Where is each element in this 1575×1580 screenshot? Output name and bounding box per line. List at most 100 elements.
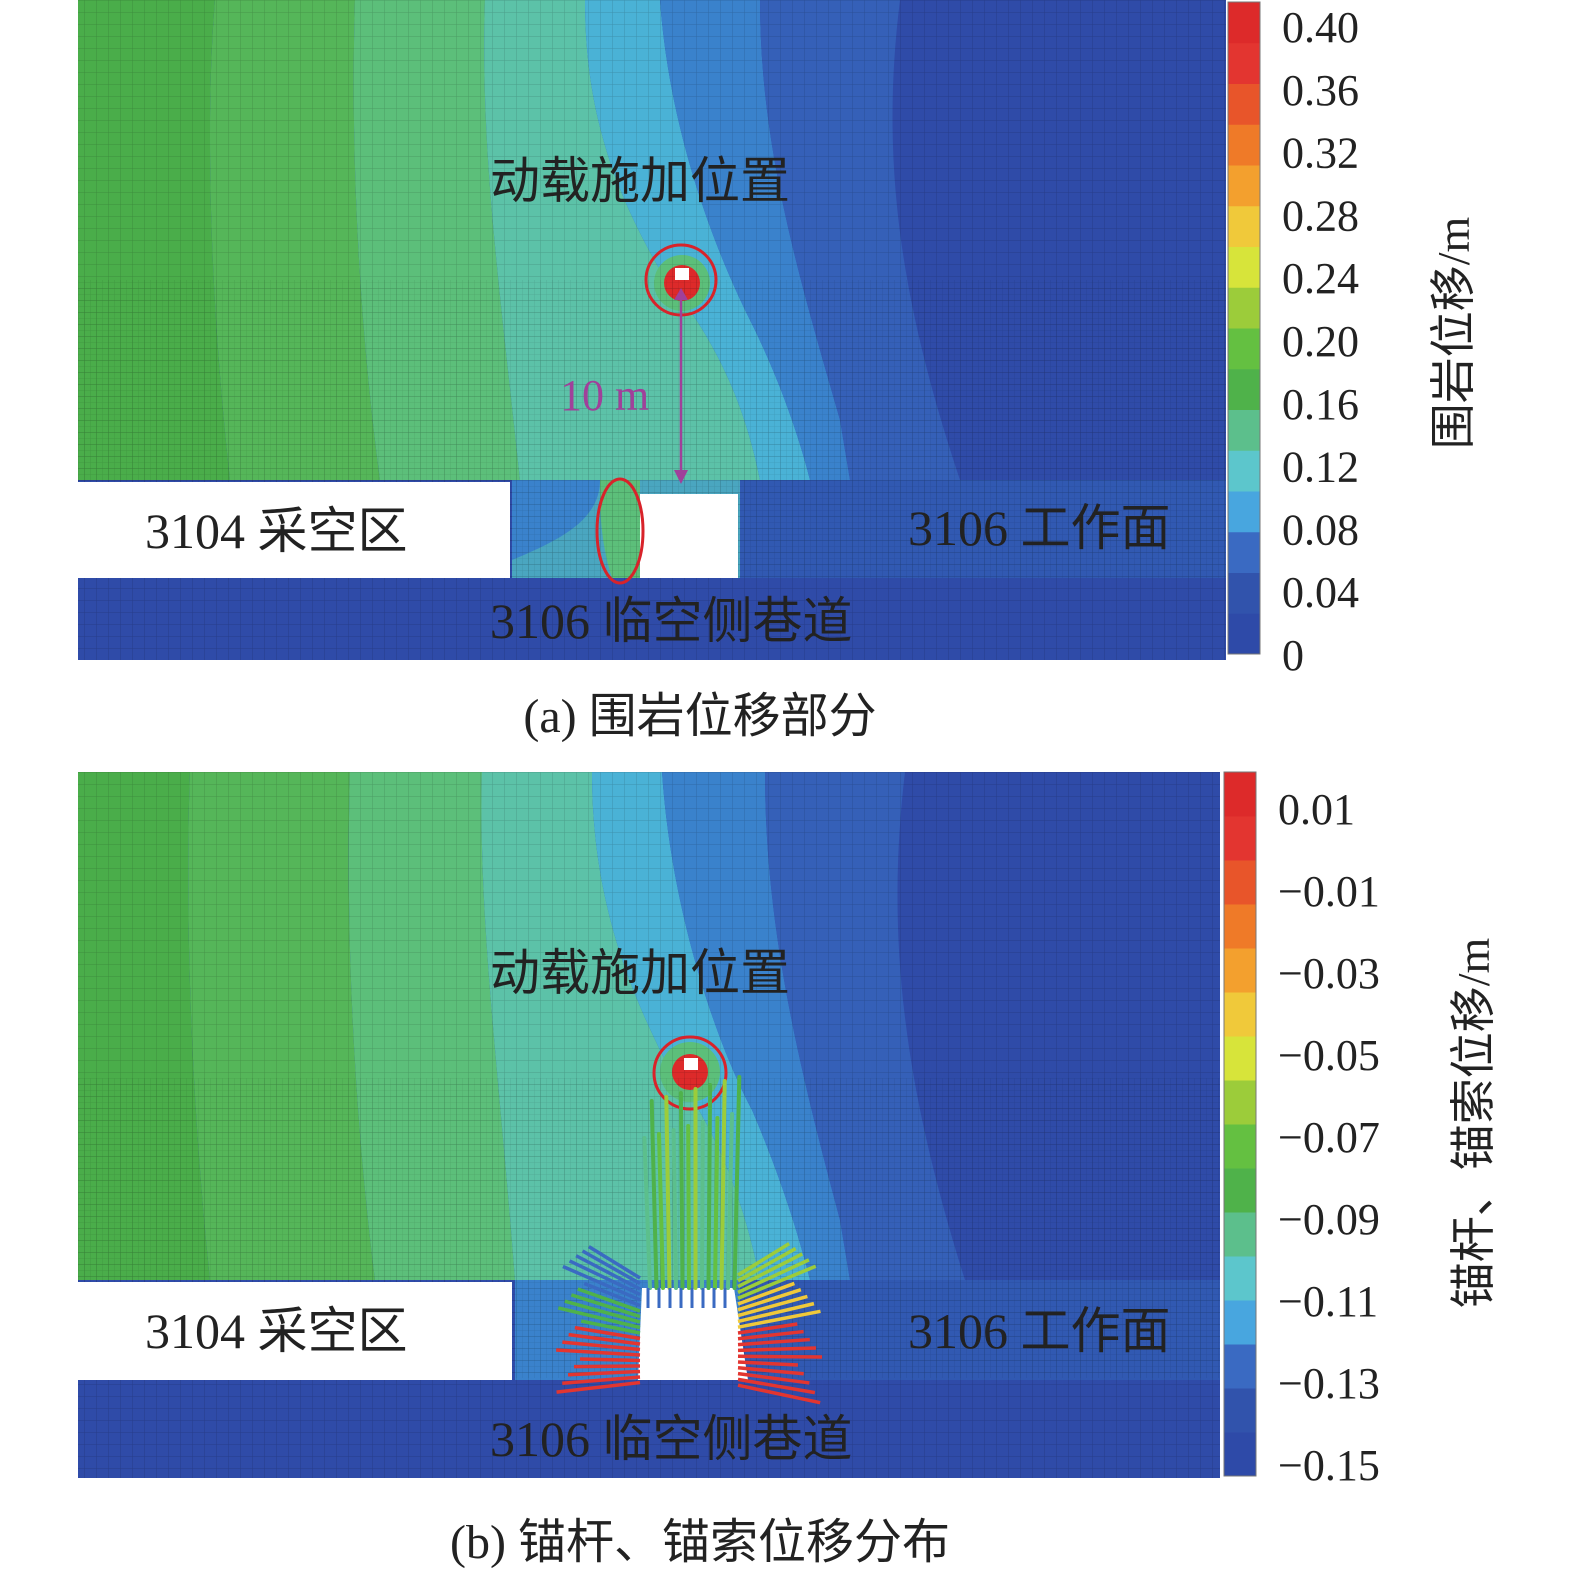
face-label: 3106 工作面 [908,1303,1171,1359]
panel-a-svg: 动载施加位置 10 m 3104 采空区 3106 工作面 3106 临空侧巷道… [78,0,1359,680]
roof-cable [713,1116,720,1290]
colorbar-tick-label: −0.05 [1278,1031,1380,1080]
colorbar-swatch [1224,860,1256,905]
colorbar-swatch [1228,205,1260,247]
roof-cable [719,1079,727,1290]
colorbar-tick-label: 0.28 [1282,191,1359,240]
colorbar-swatch [1228,165,1260,207]
goaf-opening [78,482,510,578]
colorbar-tick-label: −0.15 [1278,1441,1380,1490]
left-rib-bolt [556,1380,641,1394]
colorbar-swatch [1228,328,1260,370]
roadway-mesh [78,578,1226,660]
colorbar-swatch [1228,368,1260,410]
roof-cable [706,1083,713,1290]
colorbar-swatch [1228,83,1260,125]
load-circle [652,1035,728,1111]
colorbar-swatch [1224,1212,1256,1257]
right-rib-bolt [737,1337,810,1347]
left-rib-bolt [562,1340,641,1352]
left-rib-bolt [583,1281,641,1308]
colorbar-tick-label: 0 [1282,631,1304,680]
panel-b-svg: 动载施加位置 3104 采空区 3106 工作面 3106 临空侧巷道 0.01… [78,771,1380,1490]
colorbar-swatch [1228,42,1260,84]
caption-b: (b) 锚杆、锚索位移分布 [450,1516,950,1569]
right-rib-bolt [737,1281,795,1306]
displacement-field [78,772,1220,1478]
colorbar-swatch [1224,816,1256,861]
colorbar-swatch [1228,2,1260,44]
colorbar-tick-label: 0.01 [1278,785,1355,834]
distance-arrow-bottom [674,470,688,484]
right-rib-bolt [737,1294,808,1318]
right-rib-bolt [737,1258,810,1294]
roadway-opening [640,494,738,578]
displacement-field [78,0,1226,660]
roof-cable [671,1128,678,1290]
colorbar-tick-label: 0.04 [1282,568,1359,617]
colorbar-swatch [1224,1168,1256,1213]
load-label: 动载施加位置 [490,945,790,1001]
colorbar-title: 围岩位移/m [1428,216,1479,450]
colorbar-swatch [1224,772,1256,817]
left-rib-bolt [570,1293,641,1319]
distance-arrow-top [674,288,688,300]
colorbar-swatch [1228,531,1260,573]
colorbar-swatch [1224,1036,1256,1081]
right-rib-bolt [737,1309,821,1329]
load-label: 动载施加位置 [490,153,790,209]
colorbar-swatch [1228,124,1260,166]
colorbar-tick-label: −0.09 [1278,1195,1380,1244]
colorbar [1227,1,1261,655]
colorbar-tick-label: 0.24 [1282,254,1359,303]
colorbar-swatch [1224,1344,1256,1389]
distance-label: 10 m [560,371,649,420]
right-rib-bolt [737,1329,804,1341]
left-rib-bolt [568,1332,641,1346]
colorbar-swatch [1228,613,1260,655]
colorbar-swatch [1224,904,1256,949]
colorbar-tick-label: 0.08 [1282,505,1359,554]
right-rib-bolt [737,1322,798,1335]
colorbar-tick-label: 0.12 [1282,443,1359,492]
colorbar-tick-label: 0.36 [1282,66,1359,115]
colorbar-frame [1227,1,1261,655]
right-rib-bolt [737,1301,815,1324]
right-rib-bolt [737,1264,817,1300]
bolt-group [556,1075,823,1405]
colorbar-swatch [1224,948,1256,993]
colorbar-tick-label: −0.07 [1278,1113,1380,1162]
left-rib-bolt [580,1319,641,1335]
left-rib-bolt [573,1364,641,1369]
face-label: 3106 工作面 [908,500,1171,556]
colorbar-swatch [1228,491,1260,533]
load-point [684,1058,698,1070]
colorbar-swatch [1224,1432,1256,1477]
caption-a: (a) 围岩位移部分 [523,690,877,743]
roof-cable [649,1099,659,1290]
goaf-label: 3104 采空区 [145,503,408,559]
colorbar-swatch [1228,450,1260,492]
right-rib-bolt [737,1287,802,1312]
left-rib-bolt [562,1264,641,1302]
left-rib-bolt [567,1369,641,1377]
colorbar [1223,771,1257,1477]
right-rib-bolt [737,1377,816,1395]
right-rib-bolt [737,1354,823,1359]
right-rib-bolt [737,1346,817,1353]
left-rib-bolt [574,1325,641,1341]
colorbar-swatch [1224,1388,1256,1433]
roof-cable [642,1136,652,1290]
panel-a: 动载施加位置 10 m 3104 采空区 3106 工作面 3106 临空侧巷道… [0,0,1575,760]
goaf-label: 3104 采空区 [145,1303,408,1359]
roof-cable [686,1124,691,1290]
right-rib-bolt [737,1252,803,1289]
colorbar-swatch [1228,287,1260,329]
left-rib-bolt [556,1348,641,1357]
roof-cable [700,1120,705,1290]
left-rib-bolt [562,1375,641,1385]
right-rib-bolt [737,1383,821,1405]
colorbar-swatch [1224,1080,1256,1125]
left-rib-bolt [557,1306,641,1330]
right-rib-bolt [737,1371,810,1385]
